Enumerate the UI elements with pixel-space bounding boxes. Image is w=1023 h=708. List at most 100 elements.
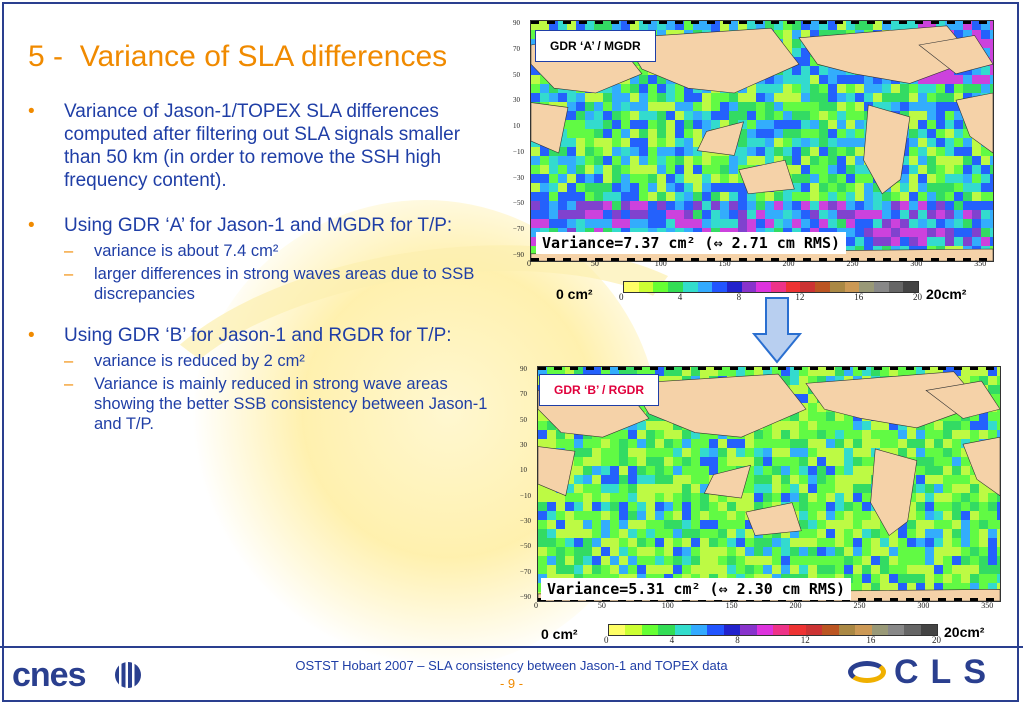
y-tick-label: −90 [520, 593, 531, 601]
variance-map-gdr-b [537, 366, 1001, 602]
sub-bullet-text: variance is about 7.4 cm² [94, 242, 279, 260]
x-tick-label: 150 [725, 601, 738, 610]
y-tick-label: −10 [520, 491, 531, 500]
land-mass [703, 464, 751, 499]
footer-divider [0, 646, 1023, 648]
cnes-logo: cnes [12, 656, 86, 694]
sub-bullet-text: larger differences in strong waves areas… [94, 265, 475, 303]
colorbar-segment [609, 625, 626, 635]
y-tick-label: 30 [513, 96, 520, 105]
colorbar-segment [888, 282, 904, 292]
y-tick-label: 70 [520, 390, 527, 399]
title-text: Variance of SLA differences [79, 40, 448, 73]
bullet-item: • Using GDR ‘B’ for Jason-1 and RGDR for … [28, 324, 498, 347]
sub-bullet-item: – variance is reduced by 2 cm² [64, 351, 498, 371]
bullet-text: Variance of Jason-1/TOPEX SLA difference… [64, 101, 461, 191]
x-tick-label: 350 [981, 601, 994, 610]
y-tick-label: 70 [513, 44, 520, 53]
cls-logo-text: CLS [894, 652, 998, 691]
land-mass [955, 92, 993, 154]
map-label-gdr-b: GDR ‘B’ / RGDR [539, 374, 660, 406]
colorbar-segment [624, 282, 639, 292]
colorbar-tick-label: 0 [604, 635, 609, 645]
y-tick-label: 10 [513, 122, 520, 131]
sub-bullet-list: – variance is reduced by 2 cm² – Variance i… [64, 351, 498, 434]
y-tick-label: 30 [520, 441, 527, 449]
colorbar-segment [838, 625, 856, 635]
cls-logo: CLS [848, 653, 998, 691]
land-mass [738, 159, 795, 195]
colorbar-segment [771, 282, 786, 292]
colorbar-tick-label: 8 [735, 635, 740, 645]
y-tick-label: −70 [520, 567, 531, 576]
colorbar-segment [785, 282, 801, 292]
y-tick-label: 90 [513, 19, 520, 27]
colorbar-segment [815, 282, 830, 292]
colorbar-tick-label: 0 [619, 292, 624, 302]
colorbar-segment [712, 282, 727, 292]
colorbar-segment [707, 625, 724, 635]
land-mass [629, 373, 807, 438]
x-tick-label: 300 [917, 601, 930, 610]
x-tick-label: 0 [527, 259, 531, 268]
bullet-text: Using GDR ‘A’ for Jason-1 and MGDR for T… [64, 215, 453, 236]
variance-label-gdr-a: Variance=7.37 cm² (⇔ 2.71 cm RMS) [536, 232, 847, 254]
bullet-text: Using GDR ‘B’ for Jason-1 and RGDR for T… [64, 325, 452, 346]
colorbar-segment [855, 625, 872, 635]
y-tick-label: −70 [513, 225, 524, 234]
colorbar-min-bottom: 0 cm² [541, 626, 578, 642]
land-mass [863, 104, 911, 195]
colorbar-tick-label: 4 [677, 292, 683, 302]
y-tick-label: 10 [520, 466, 527, 475]
bullet-symbol: • [28, 101, 35, 122]
sub-bullet-symbol: – [64, 352, 74, 370]
land-mass [918, 35, 993, 75]
y-tick-label: 50 [520, 415, 527, 424]
cnes-globe-icon [115, 662, 141, 688]
x-tick-label: 50 [590, 259, 599, 268]
colorbar-segment [773, 625, 790, 635]
colorbar-segment [859, 282, 874, 292]
colorbar-tick-label: 16 [866, 635, 876, 645]
colorbar-segment [873, 282, 889, 292]
land-mass [962, 436, 1000, 497]
down-arrow-icon [752, 297, 802, 364]
colorbar-segment [726, 282, 742, 292]
colorbar-segment [904, 625, 921, 635]
y-tick-label: −30 [520, 517, 531, 525]
x-tick-label: 350 [974, 259, 987, 268]
colorbar-tick-label: 16 [854, 292, 864, 302]
colorbar-segment [723, 625, 741, 635]
colorbar-segment [756, 625, 774, 635]
colorbar-segment [641, 625, 659, 635]
bullet-item: • Using GDR ‘A’ for Jason-1 and MGDR for … [28, 214, 498, 237]
land-mass [531, 102, 569, 154]
colorbar-segment [674, 625, 692, 635]
y-tick-label: −50 [520, 542, 531, 551]
colorbar-segment [625, 625, 642, 635]
y-tick-label: −50 [513, 199, 524, 208]
x-tick-label: 250 [846, 259, 859, 268]
land-mass [538, 446, 576, 497]
colorbar-tick-label: 4 [669, 635, 675, 645]
colorbar-tick-label: 20 [932, 635, 941, 645]
bullet-symbol: • [28, 325, 35, 346]
y-tick-label: −10 [513, 147, 524, 156]
x-tick-label: 300 [910, 259, 923, 268]
land-mass [798, 25, 976, 84]
slide-title: 5 - Variance of SLA differences [28, 40, 447, 74]
sub-bullet-item: – Variance is mainly reduced in strong wa… [64, 374, 498, 434]
land-mass [696, 121, 744, 156]
colorbar-tick-label: 12 [795, 292, 805, 302]
x-tick-label: 150 [718, 259, 731, 268]
land-mass [925, 380, 1000, 419]
sub-bullet-symbol: – [64, 375, 74, 393]
colorbar-segment [741, 282, 757, 292]
y-tick-label: −30 [513, 173, 524, 182]
title-number: 5 - [28, 40, 64, 73]
bullet-list: • Variance of Jason-1/TOPEX SLA differenc… [28, 100, 498, 454]
colorbar-segment [829, 282, 845, 292]
sub-bullet-item: – variance is about 7.4 cm² [64, 241, 498, 261]
x-tick-label: 250 [853, 601, 866, 610]
